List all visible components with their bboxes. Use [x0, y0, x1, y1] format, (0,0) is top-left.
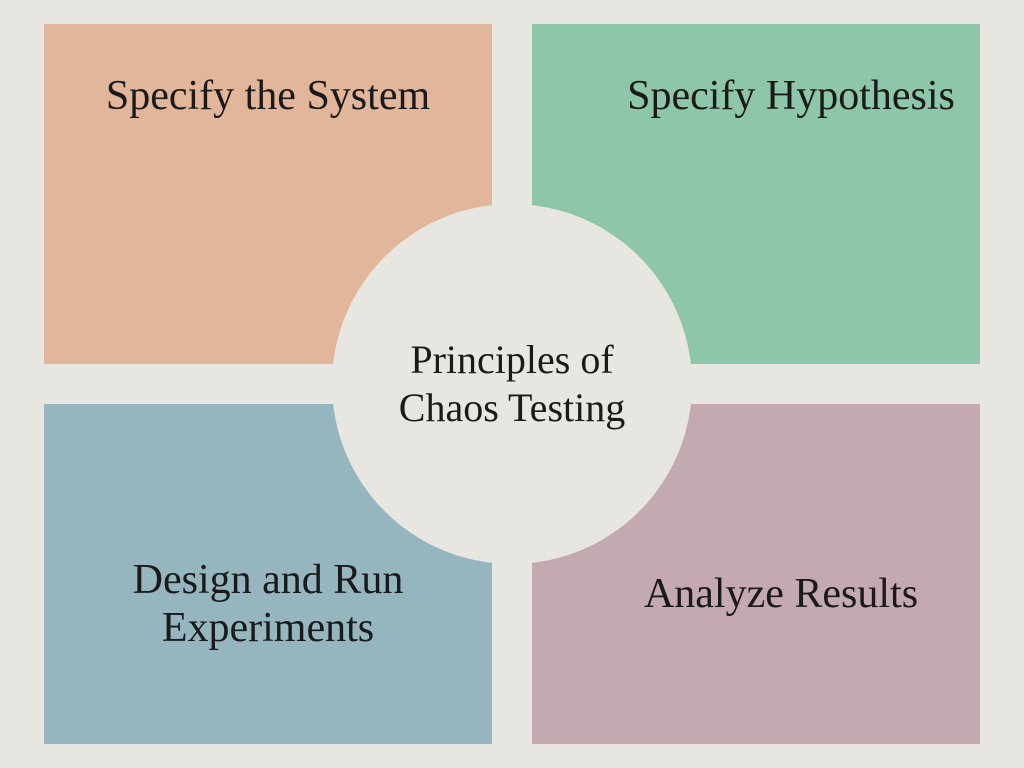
quadrant-label-design-run: Design and Run Experiments — [64, 556, 472, 653]
center-title: Principles of Chaos Testing — [362, 336, 662, 432]
quadrant-label-specify-hypothesis: Specify Hypothesis — [627, 72, 955, 120]
quadrant-label-specify-system: Specify the System — [106, 72, 430, 120]
center-circle: Principles of Chaos Testing — [332, 204, 692, 564]
quadrant-label-analyze-results: Analyze Results — [644, 570, 918, 618]
diagram-container: Specify the System Specify Hypothesis De… — [0, 0, 1024, 768]
